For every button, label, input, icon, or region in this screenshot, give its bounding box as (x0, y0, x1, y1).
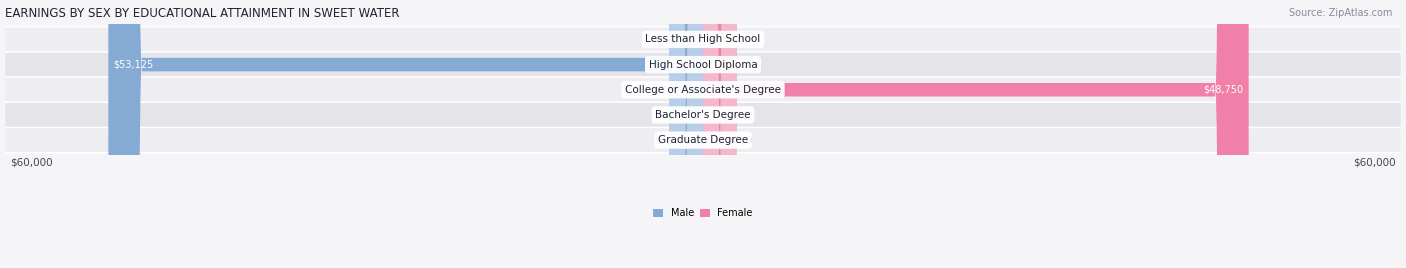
Text: $0: $0 (654, 34, 666, 44)
Text: College or Associate's Degree: College or Associate's Degree (626, 85, 780, 95)
FancyBboxPatch shape (4, 128, 1402, 153)
FancyBboxPatch shape (703, 0, 1249, 268)
FancyBboxPatch shape (4, 27, 1402, 52)
Text: $48,750: $48,750 (1204, 85, 1243, 95)
Text: $0: $0 (654, 135, 666, 145)
Text: Less than High School: Less than High School (645, 34, 761, 44)
FancyBboxPatch shape (703, 0, 737, 268)
FancyBboxPatch shape (669, 0, 703, 268)
FancyBboxPatch shape (703, 0, 737, 268)
Text: $0: $0 (740, 135, 752, 145)
Text: $0: $0 (740, 59, 752, 70)
Text: $0: $0 (654, 110, 666, 120)
FancyBboxPatch shape (669, 0, 703, 268)
Text: EARNINGS BY SEX BY EDUCATIONAL ATTAINMENT IN SWEET WATER: EARNINGS BY SEX BY EDUCATIONAL ATTAINMEN… (4, 7, 399, 20)
FancyBboxPatch shape (4, 102, 1402, 128)
FancyBboxPatch shape (108, 0, 703, 268)
Text: Graduate Degree: Graduate Degree (658, 135, 748, 145)
Text: Bachelor's Degree: Bachelor's Degree (655, 110, 751, 120)
Text: $0: $0 (654, 85, 666, 95)
Text: High School Diploma: High School Diploma (648, 59, 758, 70)
FancyBboxPatch shape (669, 0, 703, 268)
FancyBboxPatch shape (703, 0, 737, 268)
FancyBboxPatch shape (703, 0, 737, 268)
Text: Source: ZipAtlas.com: Source: ZipAtlas.com (1288, 8, 1392, 18)
FancyBboxPatch shape (669, 0, 703, 268)
FancyBboxPatch shape (4, 52, 1402, 77)
Legend: Male, Female: Male, Female (650, 204, 756, 222)
FancyBboxPatch shape (4, 77, 1402, 102)
Text: $0: $0 (740, 110, 752, 120)
Text: $53,125: $53,125 (114, 59, 155, 70)
Text: $0: $0 (740, 34, 752, 44)
